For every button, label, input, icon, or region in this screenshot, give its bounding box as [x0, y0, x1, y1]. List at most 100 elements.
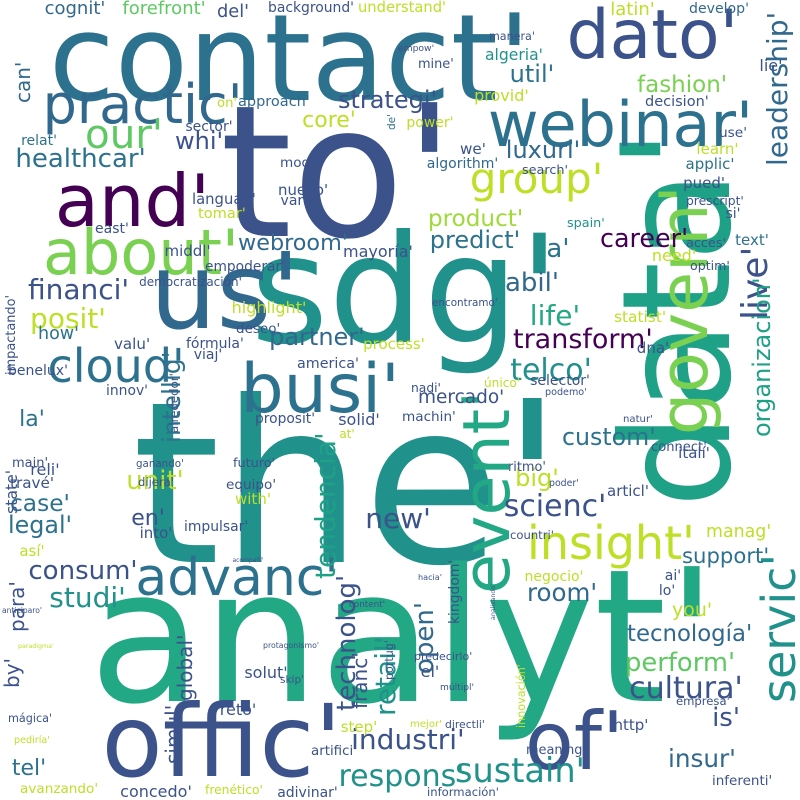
cloud-word: latin'	[610, 0, 655, 20]
cloud-word: valu'	[114, 335, 151, 354]
cloud-word: power'	[406, 115, 454, 131]
cloud-word: transform'	[513, 324, 653, 356]
cloud-word: contact'	[48, 0, 531, 129]
cloud-word: our'	[85, 109, 164, 158]
cloud-word: avanzando'	[20, 781, 99, 798]
cloud-word: respons'	[338, 759, 465, 794]
cloud-word: cultura'	[629, 671, 743, 706]
cloud-word: is'	[712, 703, 740, 733]
cloud-word: leadership'	[761, 11, 794, 167]
cloud-word: forefront'	[122, 0, 206, 19]
cloud-word: can'	[11, 61, 35, 103]
cloud-word: product'	[428, 206, 524, 233]
cloud-word: kingdom'	[447, 559, 464, 624]
cloud-word: protagonismo'	[263, 640, 319, 650]
cloud-word: dna'	[636, 339, 670, 357]
cloud-word: skip'	[280, 673, 305, 686]
cloud-word: insur'	[668, 743, 736, 773]
cloud-word: core'	[302, 108, 356, 133]
cloud-word: content'	[349, 599, 386, 610]
cloud-word: el'	[420, 662, 440, 681]
cloud-word: middl'	[164, 242, 211, 260]
cloud-word: machin'	[402, 409, 456, 426]
cloud-word: italí'	[678, 444, 710, 462]
cloud-word: concedo'	[120, 782, 192, 800]
cloud-word: big'	[515, 464, 559, 492]
cloud-word: inferenti'	[712, 772, 773, 789]
cloud-word: algeria'	[485, 46, 543, 65]
cloud-word: empresa'	[676, 694, 730, 709]
cloud-word: ai'	[664, 568, 682, 584]
cloud-word: equipo'	[226, 476, 277, 493]
cloud-word: busi'	[240, 350, 400, 429]
cloud-word: the'	[132, 354, 564, 616]
cloud-word: relat'	[21, 133, 57, 149]
cloud-word: solid'	[338, 410, 380, 429]
cloud-word: lo'	[658, 583, 676, 599]
cloud-word: insight'	[527, 516, 695, 570]
cloud-word: manera'	[489, 30, 535, 44]
cloud-word: career'	[600, 223, 689, 254]
cloud-word: practic'	[42, 73, 243, 136]
cloud-word: text'	[735, 231, 769, 249]
cloud-word: understand'	[358, 0, 447, 16]
cloud-word: how'	[38, 324, 79, 345]
cloud-word: proposit'	[255, 411, 315, 428]
cloud-word: tecnología'	[627, 620, 753, 647]
cloud-word: step'	[340, 718, 378, 736]
cloud-word: frenético'	[205, 783, 263, 798]
cloud-word: prescript'	[686, 193, 744, 208]
cloud-word: webinar'	[487, 88, 754, 161]
cloud-word: about'	[43, 216, 239, 289]
cloud-word: partner'	[269, 323, 365, 351]
cloud-word: benelux'	[8, 363, 68, 379]
cloud-word: mayoría'	[343, 242, 413, 261]
cloud-word: deseo'	[236, 320, 281, 337]
cloud-word: healthcar'	[15, 144, 146, 174]
cloud-word: reto'	[219, 700, 257, 719]
cloud-word: del'	[217, 1, 250, 23]
cloud-word: east'	[95, 221, 129, 237]
cloud-word: sector'	[185, 119, 233, 135]
cloud-word: fórmula'	[186, 335, 244, 352]
cloud-word: portug'	[383, 640, 397, 680]
cloud-word: need'	[651, 246, 697, 265]
cloud-word: poder'	[549, 477, 579, 489]
cloud-word: offic'	[101, 683, 342, 800]
cloud-word: legal'	[8, 511, 73, 540]
cloud-word: global'	[173, 634, 197, 702]
cloud-word: servic'	[752, 553, 800, 703]
cloud-word: abil'	[504, 268, 559, 298]
cloud-word: spain'	[567, 216, 605, 232]
cloud-word: simul'	[161, 704, 185, 764]
cloud-word: predecirlo'	[414, 649, 473, 663]
cloud-word: acces'	[686, 235, 726, 251]
cloud-word: si'	[725, 206, 741, 222]
cloud-word: custom'	[562, 423, 656, 452]
cloud-word: financi'	[27, 273, 130, 306]
cloud-word: travé'	[10, 474, 55, 493]
cloud-word: alrededor'	[167, 373, 182, 433]
cloud-word: into'	[139, 524, 173, 542]
cloud-word: mágica'	[8, 712, 53, 726]
cloud-word: organizacion'	[748, 277, 776, 437]
cloud-word: información'	[427, 784, 499, 799]
cloud-word: and'	[54, 159, 210, 243]
cloud-word: manag'	[706, 522, 772, 543]
cloud-word: único'	[484, 375, 521, 390]
cloud-word: solut'	[244, 663, 288, 682]
cloud-word: on'	[217, 96, 238, 112]
cloud-word: develop'	[689, 0, 749, 17]
cloud-word: scienc'	[503, 489, 607, 524]
cloud-word: múltipl'	[440, 683, 475, 694]
cloud-word: sdg'	[250, 204, 561, 378]
cloud-word: background'	[268, 0, 354, 17]
cloud-word: analyt'	[89, 529, 718, 745]
cloud-word: highlight'	[231, 298, 307, 317]
cloud-word: main'	[12, 455, 49, 471]
cloud-word: encontramo'	[432, 296, 498, 309]
cloud-word: case'	[10, 490, 70, 518]
cloud-word: negocio'	[524, 569, 584, 585]
cloud-word: posit'	[30, 302, 106, 335]
cloud-word: articl'	[607, 482, 649, 500]
